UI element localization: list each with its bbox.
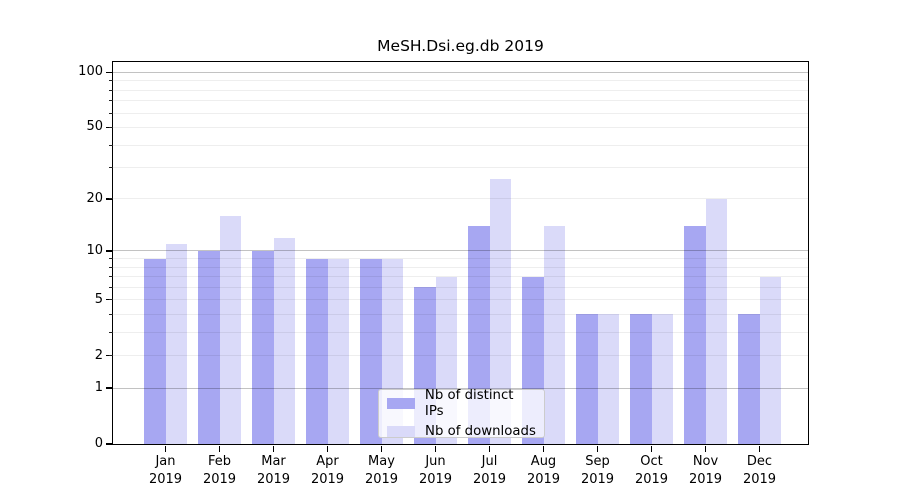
y-tick-mark (105, 387, 113, 389)
y-minor-tick-mark (109, 198, 113, 200)
y-tick-label: 10 (86, 242, 103, 258)
y-minor-tick-mark (109, 258, 113, 260)
x-tick-mark (164, 445, 167, 452)
y-minor-tick-mark (109, 126, 113, 128)
legend-label-downloads: Nb of downloads (425, 423, 536, 439)
x-tick-label: Dec 2019 (742, 454, 777, 487)
y-minor-tick-mark (109, 355, 113, 357)
y-minor-tick-mark (109, 89, 113, 91)
minor-gridline (113, 144, 808, 146)
y-minor-tick-mark (109, 266, 113, 268)
y-tick-label: 100 (78, 64, 103, 80)
minor-gridline (113, 126, 808, 128)
y-minor-tick-mark (109, 112, 113, 114)
x-tick-label: Apr 2019 (310, 454, 345, 487)
y-minor-tick-mark (109, 286, 113, 288)
bar-downloads-0 (165, 243, 187, 444)
y-tick-label: 5 (94, 291, 103, 307)
minor-gridline (113, 331, 808, 333)
y-minor-tick-mark (109, 167, 113, 169)
x-tick-label: Mar 2019 (256, 454, 291, 487)
minor-gridline (113, 198, 808, 200)
bar-ips-4 (360, 258, 382, 444)
x-tick-mark (218, 445, 221, 452)
minor-gridline (113, 286, 808, 288)
bar-ips-8 (576, 314, 598, 444)
bar-ips-0 (144, 258, 166, 444)
x-tick-mark (704, 445, 707, 452)
bar-ips-2 (252, 250, 274, 444)
major-gridline (113, 387, 808, 389)
y-tick-label: 50 (86, 119, 103, 135)
x-tick-mark (650, 445, 653, 452)
legend-item-distinct-ips: Nb of distinct IPs (387, 388, 536, 420)
y-minor-tick-mark (109, 100, 113, 102)
bar-ips-9 (630, 314, 652, 444)
x-tick-label: May 2019 (364, 454, 399, 487)
x-tick-mark (488, 445, 491, 452)
y-tick-label: 20 (86, 190, 103, 206)
x-tick-label: Jan 2019 (148, 454, 183, 487)
minor-gridline (113, 266, 808, 268)
minor-gridline (113, 89, 808, 91)
minor-gridline (113, 258, 808, 260)
minor-gridline (113, 167, 808, 169)
minor-gridline (113, 112, 808, 114)
x-tick-label: Feb 2019 (202, 454, 237, 487)
bar-downloads-2 (273, 237, 295, 444)
major-gridline (113, 71, 808, 73)
major-gridline (113, 250, 808, 252)
bar-ips-3 (306, 258, 328, 444)
y-minor-tick-mark (109, 276, 113, 278)
bar-downloads-10 (705, 198, 727, 444)
y-minor-tick-mark (109, 299, 113, 301)
x-tick-mark (758, 445, 761, 452)
x-tick-mark (272, 445, 275, 452)
bar-downloads-11 (759, 276, 781, 444)
x-tick-mark (542, 445, 545, 452)
legend-label-distinct-ips: Nb of distinct IPs (424, 387, 514, 419)
x-tick-label: Jun 2019 (418, 454, 453, 487)
minor-gridline (113, 80, 808, 82)
minor-gridline (113, 355, 808, 357)
y-tick-label: 2 (94, 347, 103, 363)
y-minor-tick-mark (109, 80, 113, 82)
chart-title: MeSH.Dsi.eg.db 2019 (377, 37, 544, 55)
bar-ips-11 (738, 314, 760, 444)
bar-ips-10 (684, 225, 706, 444)
legend-swatch-distinct-ips (387, 398, 415, 409)
y-minor-tick-mark (109, 144, 113, 146)
x-tick-mark (596, 445, 599, 452)
minor-gridline (113, 299, 808, 301)
x-tick-label: Aug 2019 (526, 454, 561, 487)
bar-ips-1 (198, 250, 220, 444)
x-tick-label: Nov 2019 (688, 454, 723, 487)
minor-gridline (113, 100, 808, 102)
minor-gridline (113, 276, 808, 278)
x-tick-mark (434, 445, 437, 452)
bar-downloads-6 (489, 178, 511, 444)
legend-item-downloads: Nb of downloads (387, 424, 536, 440)
x-tick-label: Sep 2019 (580, 454, 615, 487)
bar-downloads-8 (597, 314, 619, 444)
x-tick-label: Jul 2019 (472, 454, 507, 487)
x-tick-label: Oct 2019 (634, 454, 669, 487)
legend: Nb of distinct IPs Nb of downloads (378, 388, 545, 440)
y-tick-mark (105, 250, 113, 252)
y-tick-label: 1 (94, 380, 103, 396)
minor-gridline (113, 313, 808, 315)
x-tick-mark (380, 445, 383, 452)
bar-downloads-3 (327, 258, 349, 444)
y-tick-mark (105, 71, 113, 74)
bar-downloads-9 (651, 314, 673, 444)
y-tick-mark (105, 443, 113, 445)
legend-swatch-downloads (387, 426, 415, 437)
y-minor-tick-mark (109, 313, 113, 315)
bar-downloads-1 (219, 215, 241, 444)
y-minor-tick-mark (109, 331, 113, 333)
x-tick-mark (326, 445, 329, 452)
bar-downloads-7 (543, 225, 565, 444)
y-tick-label: 0 (94, 436, 103, 451)
